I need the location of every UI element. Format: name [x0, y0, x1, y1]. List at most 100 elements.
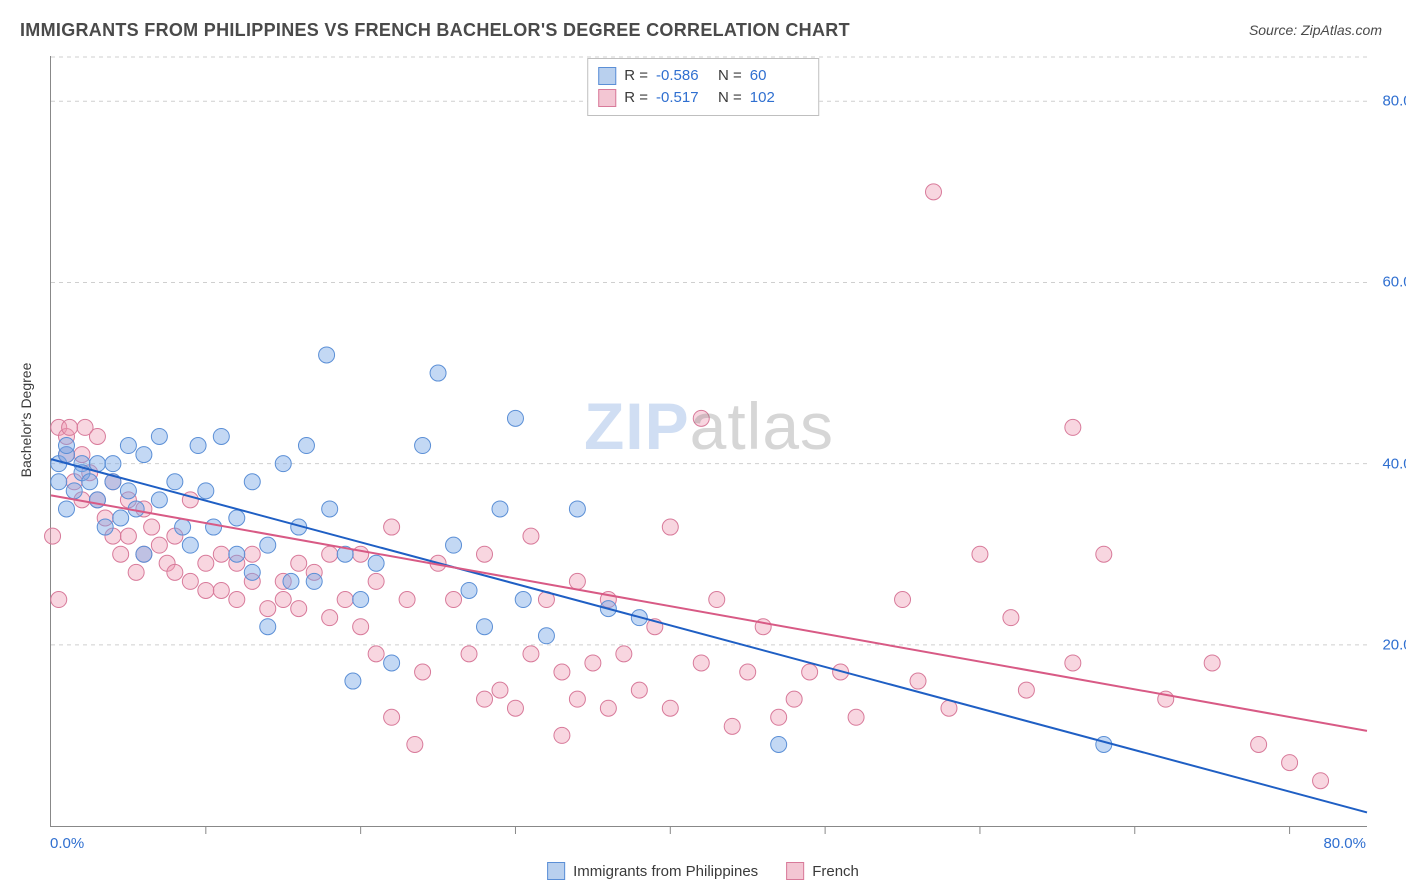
y-tick-label: 20.0%: [1382, 636, 1406, 653]
scatter-point-french: [507, 700, 523, 716]
scatter-point-philippines: [58, 438, 74, 454]
scatter-point-french: [461, 646, 477, 662]
scatter-point-philippines: [319, 347, 335, 363]
scatter-point-philippines: [105, 456, 121, 472]
scatter-point-french: [113, 546, 129, 562]
scatter-point-philippines: [82, 474, 98, 490]
legend-swatch-french: [598, 89, 616, 107]
scatter-point-philippines: [58, 501, 74, 517]
scatter-point-french: [337, 592, 353, 608]
legend-label-philippines: Immigrants from Philippines: [573, 863, 758, 880]
scatter-point-philippines: [260, 537, 276, 553]
scatter-point-french: [662, 519, 678, 535]
legend-swatch-philippines: [598, 67, 616, 85]
scatter-point-french: [662, 700, 678, 716]
x-axis-end-label: 80.0%: [1323, 835, 1366, 852]
scatter-point-french: [740, 664, 756, 680]
scatter-point-french: [523, 646, 539, 662]
scatter-point-french: [260, 601, 276, 617]
scatter-point-philippines: [1096, 736, 1112, 752]
scatter-point-french: [523, 528, 539, 544]
scatter-point-french: [1065, 419, 1081, 435]
scatter-point-french: [322, 610, 338, 626]
scatter-point-philippines: [275, 456, 291, 472]
scatter-point-french: [1065, 655, 1081, 671]
scatter-point-french: [1313, 773, 1329, 789]
scatter-plot: ZIPatlas 20.0%40.0%60.0%80.0%: [50, 56, 1367, 827]
trend-line-philippines: [51, 459, 1367, 812]
scatter-point-french: [802, 664, 818, 680]
scatter-point-philippines: [260, 619, 276, 635]
scatter-point-french: [616, 646, 632, 662]
legend-N-value-philippines: 60: [750, 65, 804, 87]
scatter-point-french: [213, 546, 229, 562]
scatter-point-philippines: [368, 555, 384, 571]
scatter-point-french: [198, 582, 214, 598]
scatter-point-french: [384, 709, 400, 725]
scatter-point-philippines: [51, 474, 67, 490]
y-tick-label: 80.0%: [1382, 93, 1406, 110]
legend-N-value-french: 102: [750, 87, 804, 109]
scatter-point-french: [585, 655, 601, 671]
scatter-point-french: [1003, 610, 1019, 626]
chart-title: IMMIGRANTS FROM PHILIPPINES VS FRENCH BA…: [20, 20, 850, 41]
scatter-point-french: [569, 691, 585, 707]
scatter-point-french: [144, 519, 160, 535]
x-axis-start-label: 0.0%: [50, 835, 84, 852]
legend-R-value-french: -0.517: [656, 87, 710, 109]
scatter-point-philippines: [198, 483, 214, 499]
scatter-point-french: [353, 619, 369, 635]
scatter-point-french: [693, 410, 709, 426]
scatter-point-philippines: [120, 438, 136, 454]
scatter-point-french: [477, 691, 493, 707]
scatter-point-french: [167, 564, 183, 580]
scatter-point-french: [724, 718, 740, 734]
scatter-point-philippines: [298, 438, 314, 454]
scatter-point-french: [600, 700, 616, 716]
scatter-point-philippines: [151, 492, 167, 508]
scatter-point-philippines: [384, 655, 400, 671]
plot-svg: [51, 56, 1367, 826]
scatter-point-french: [291, 555, 307, 571]
scatter-point-french: [89, 428, 105, 444]
y-tick-label: 40.0%: [1382, 455, 1406, 472]
scatter-point-philippines: [151, 428, 167, 444]
scatter-point-french: [368, 646, 384, 662]
scatter-point-french: [1204, 655, 1220, 671]
legend-swatch-french: [786, 862, 804, 880]
scatter-point-french: [291, 601, 307, 617]
y-axis-title: Bachelor's Degree: [18, 363, 34, 478]
scatter-point-philippines: [213, 428, 229, 444]
scatter-point-philippines: [538, 628, 554, 644]
scatter-point-french: [972, 546, 988, 562]
scatter-point-french: [62, 419, 78, 435]
scatter-point-french: [45, 528, 61, 544]
scatter-point-french: [1251, 736, 1267, 752]
scatter-point-philippines: [97, 519, 113, 535]
scatter-point-philippines: [415, 438, 431, 454]
scatter-point-french: [384, 519, 400, 535]
scatter-point-philippines: [492, 501, 508, 517]
scatter-point-philippines: [771, 736, 787, 752]
scatter-point-french: [353, 546, 369, 562]
scatter-point-french: [895, 592, 911, 608]
legend-R-label: R =: [624, 87, 648, 109]
scatter-point-philippines: [136, 546, 152, 562]
scatter-point-french: [554, 664, 570, 680]
legend-N-label: N =: [718, 65, 742, 87]
legend-swatch-philippines: [547, 862, 565, 880]
legend-series: Immigrants from Philippines French: [547, 862, 859, 880]
scatter-point-philippines: [461, 582, 477, 598]
scatter-point-french: [693, 655, 709, 671]
scatter-point-french: [322, 546, 338, 562]
scatter-point-french: [275, 592, 291, 608]
scatter-point-french: [631, 682, 647, 698]
legend-label-french: French: [812, 863, 859, 880]
y-tick-label: 60.0%: [1382, 274, 1406, 291]
scatter-point-philippines: [322, 501, 338, 517]
scatter-point-french: [229, 592, 245, 608]
scatter-point-french: [492, 682, 508, 698]
scatter-point-french: [415, 664, 431, 680]
legend-item-french: French: [786, 862, 859, 880]
scatter-point-philippines: [515, 592, 531, 608]
